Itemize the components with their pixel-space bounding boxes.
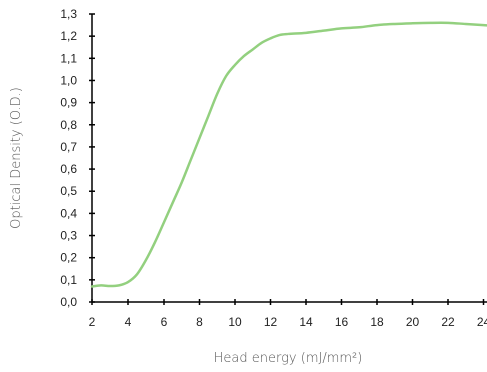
x-tick-label: 14 bbox=[299, 315, 313, 329]
x-tick-label: 20 bbox=[406, 315, 420, 329]
x-axis: 2 4 6 8 10 12 14 16 18 20 22 24 bbox=[89, 299, 487, 329]
y-tick-label: 1,2 bbox=[60, 29, 77, 43]
x-axis-title: Head energy (mJ/mm²) bbox=[214, 351, 363, 366]
y-tick-label: 1,0 bbox=[60, 73, 77, 87]
x-tick-label: 24 bbox=[477, 315, 487, 329]
x-tick-label: 16 bbox=[335, 315, 349, 329]
y-tick-label: 0,9 bbox=[60, 96, 77, 110]
x-tick-label: 2 bbox=[89, 315, 96, 329]
x-tick-label: 12 bbox=[264, 315, 278, 329]
series-line bbox=[90, 21, 487, 288]
y-tick-label: 0,2 bbox=[60, 251, 77, 265]
y-tick-label: 0,3 bbox=[60, 229, 77, 243]
series-group bbox=[90, 21, 487, 288]
x-tick-label: 4 bbox=[125, 315, 132, 329]
x-tick-label: 8 bbox=[196, 315, 203, 329]
y-tick-label: 0,5 bbox=[60, 184, 77, 198]
x-tick-label: 6 bbox=[161, 315, 168, 329]
y-tick-label: 0,8 bbox=[60, 118, 77, 132]
y-tick-label: 0,0 bbox=[60, 295, 77, 309]
y-axis: 0,0 0,1 0,2 0,3 0,4 0,5 0,6 0,7 0,8 0,9 1,0 1,1 1,2 1… bbox=[60, 7, 95, 309]
y-tick-label: 1,1 bbox=[60, 51, 77, 65]
y-axis-title: Optical Density (O.D.) bbox=[9, 87, 24, 229]
y-tick-label: 1,3 bbox=[60, 7, 77, 21]
y-tick-label: 0,7 bbox=[60, 140, 77, 154]
y-tick-label: 0,1 bbox=[60, 273, 77, 287]
x-tick-label: 22 bbox=[441, 315, 455, 329]
x-tick-label: 18 bbox=[370, 315, 384, 329]
y-tick-label: 0,6 bbox=[60, 162, 77, 176]
x-tick-label: 10 bbox=[228, 315, 242, 329]
y-tick-label: 0,4 bbox=[60, 206, 77, 220]
